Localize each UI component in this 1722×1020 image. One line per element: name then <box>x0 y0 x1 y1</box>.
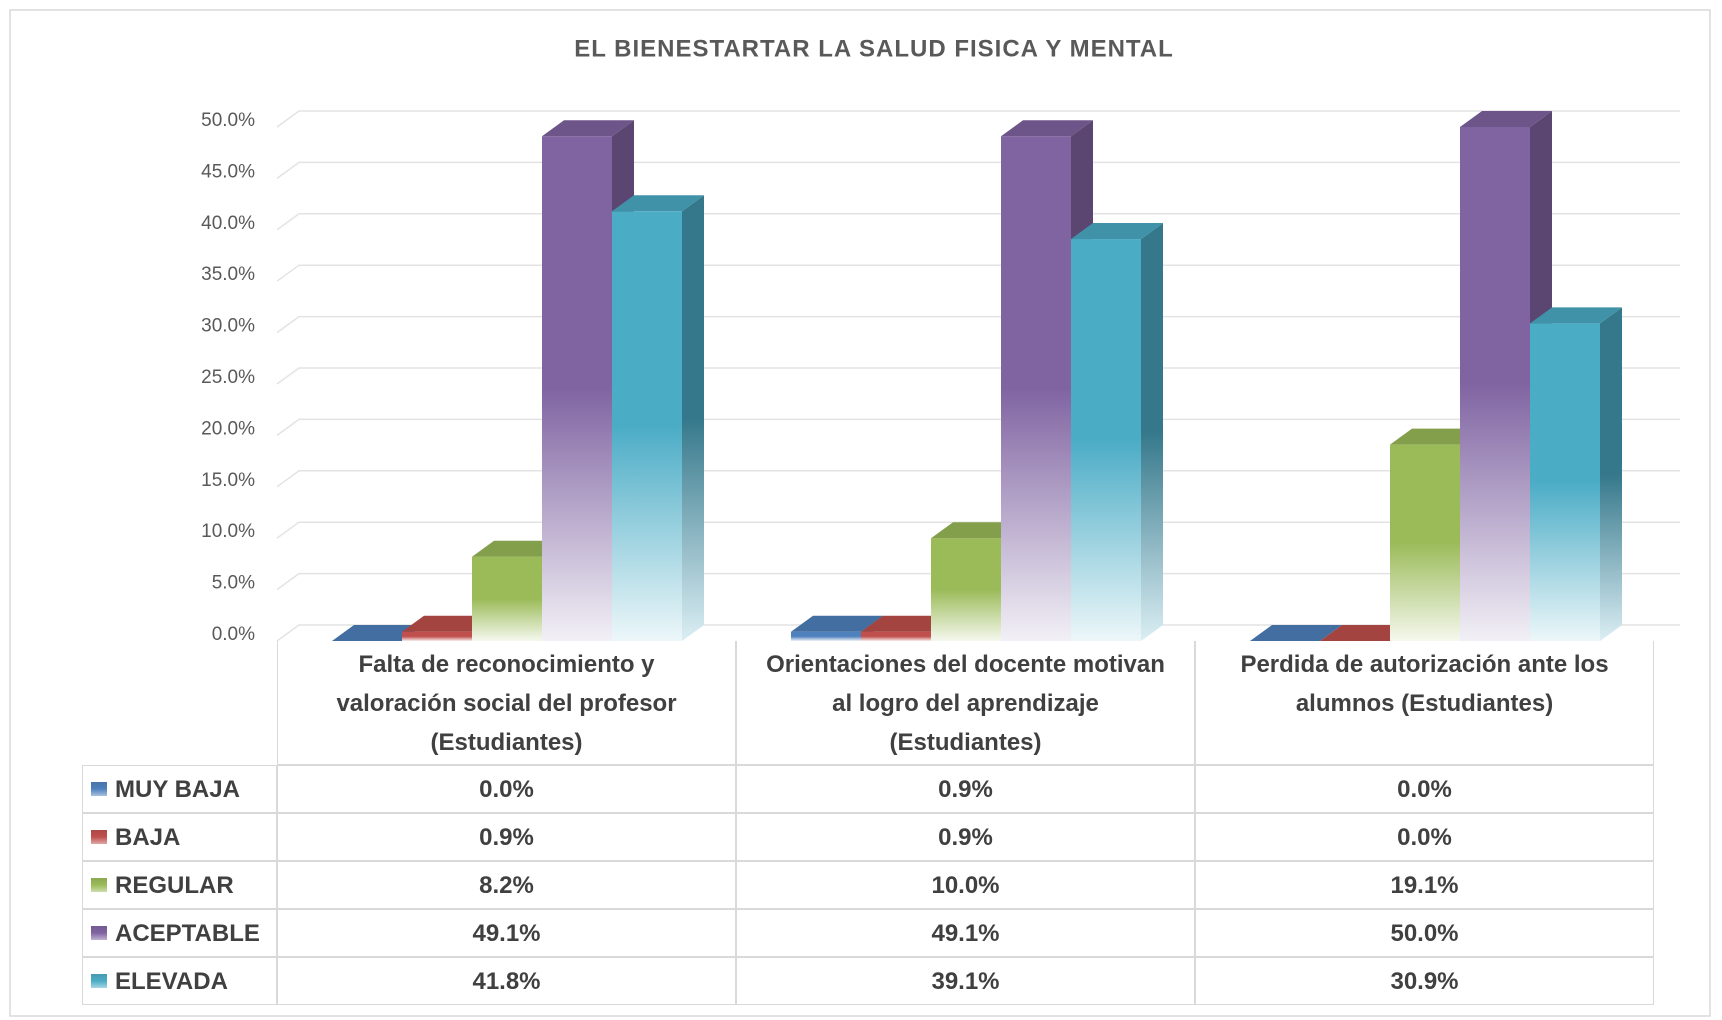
grid-line <box>276 470 1680 488</box>
legend-swatch <box>91 782 107 796</box>
grid-line <box>276 367 1680 385</box>
data-cell: 30.9% <box>1195 957 1654 1005</box>
chart-title: EL BIENESTARTAR LA SALUD FISICA Y MENTAL <box>574 35 1174 62</box>
legend-label: ELEVADA <box>115 967 228 995</box>
data-cell: 49.1% <box>277 909 736 957</box>
data-cell: 49.1% <box>736 909 1195 957</box>
bar <box>332 625 424 641</box>
data-cell: 50.0% <box>1195 909 1654 957</box>
legend-entry: REGULAR <box>82 861 277 909</box>
legend-entry: ELEVADA <box>82 957 277 1005</box>
legend-label: REGULAR <box>115 871 234 899</box>
legend-swatch <box>91 878 107 892</box>
legend-entry: MUY BAJA <box>82 765 277 813</box>
y-tick-label: 15.0% <box>201 470 255 491</box>
data-cell: 8.2% <box>277 861 736 909</box>
legend-label: ACEPTABLE <box>115 919 260 947</box>
grid-line <box>276 624 1680 642</box>
y-tick-label: 30.0% <box>201 316 255 337</box>
y-tick-label: 25.0% <box>201 367 255 388</box>
y-tick-label: 5.0% <box>212 573 255 594</box>
grid-line <box>276 418 1680 437</box>
grid-line <box>276 264 1680 282</box>
legend-entry: ACEPTABLE <box>82 909 277 957</box>
y-tick-label: 35.0% <box>201 264 255 285</box>
legend-swatch <box>91 974 107 988</box>
category-label: Falta de reconocimiento y valoración soc… <box>277 641 736 765</box>
grid-line <box>276 110 1680 128</box>
chart-border <box>9 9 1711 1017</box>
grid-line <box>276 213 1680 231</box>
legend-entry: BAJA <box>82 813 277 861</box>
bar <box>1530 307 1622 641</box>
legend-label: BAJA <box>115 823 181 851</box>
bar <box>1071 223 1163 641</box>
data-cell: 0.9% <box>277 813 736 861</box>
y-tick-label: 10.0% <box>201 521 255 542</box>
data-cell: 0.0% <box>277 765 736 813</box>
data-cell: 39.1% <box>736 957 1195 1005</box>
data-cell: 0.9% <box>736 765 1195 813</box>
y-tick-label: 45.0% <box>201 161 255 182</box>
grid-line <box>276 572 1680 591</box>
data-cell: 10.0% <box>736 861 1195 909</box>
bar <box>1320 625 1412 641</box>
bar <box>1250 625 1342 641</box>
bar <box>612 195 704 641</box>
data-cell: 19.1% <box>1195 861 1654 909</box>
grid-line <box>276 315 1680 334</box>
category-label: Perdida de autorización ante los alumnos… <box>1195 641 1654 765</box>
category-label: Orientaciones del docente motivan al log… <box>736 641 1195 765</box>
data-cell: 0.0% <box>1195 765 1654 813</box>
y-tick-label: 20.0% <box>201 418 255 439</box>
grid-line <box>276 521 1680 539</box>
legend-swatch <box>91 830 107 844</box>
legend-label: MUY BAJA <box>115 775 240 803</box>
y-tick-label: 50.0% <box>201 110 255 131</box>
grid-line <box>276 161 1680 180</box>
data-cell: 0.9% <box>736 813 1195 861</box>
legend-swatch <box>91 926 107 940</box>
y-tick-label: 0.0% <box>212 624 255 645</box>
y-tick-label: 40.0% <box>201 213 255 234</box>
data-cell: 0.0% <box>1195 813 1654 861</box>
data-cell: 41.8% <box>277 957 736 1005</box>
